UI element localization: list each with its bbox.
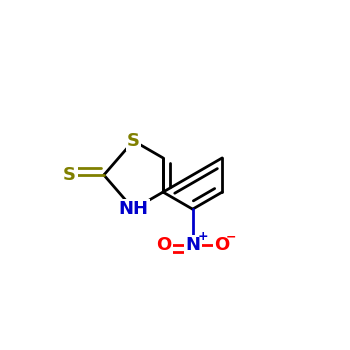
Text: S: S	[127, 132, 140, 150]
Text: O: O	[156, 236, 171, 254]
Text: S: S	[63, 166, 76, 184]
Text: +: +	[197, 230, 208, 243]
Text: NH: NH	[118, 200, 148, 218]
Text: O: O	[214, 236, 229, 254]
Text: N: N	[185, 236, 200, 254]
Text: −: −	[226, 231, 237, 244]
